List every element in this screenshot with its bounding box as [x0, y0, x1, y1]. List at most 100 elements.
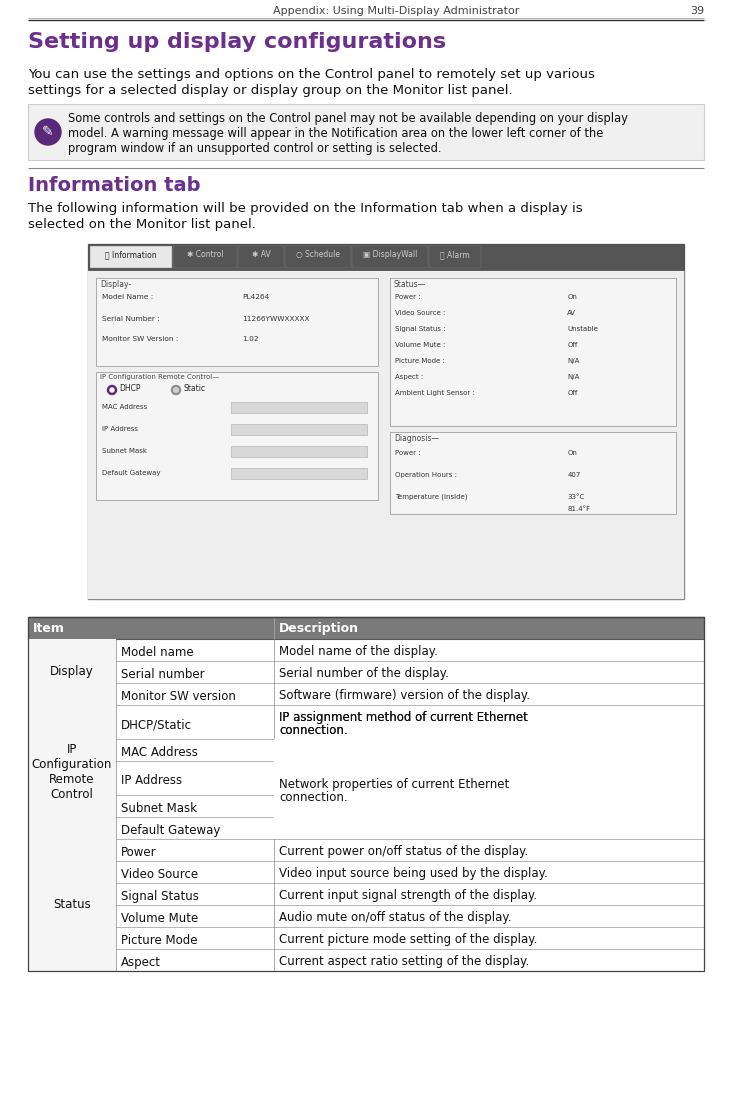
Text: Default Gateway: Default Gateway — [121, 824, 220, 837]
Text: DHCP/Static: DHCP/Static — [121, 718, 192, 731]
Text: Picture Mode: Picture Mode — [121, 934, 198, 948]
Text: 08:18:CB:CA:23:07: 08:18:CB:CA:23:07 — [234, 404, 294, 409]
Circle shape — [35, 119, 61, 144]
Text: Off: Off — [567, 342, 578, 348]
Text: Subnet Mask: Subnet Mask — [102, 448, 147, 454]
Bar — [231, 402, 367, 413]
Bar — [28, 640, 116, 704]
Text: settings for a selected display or display group on the Monitor list panel.: settings for a selected display or displ… — [28, 84, 512, 97]
Circle shape — [110, 388, 114, 392]
Text: Item: Item — [33, 622, 65, 635]
Bar — [231, 424, 367, 435]
Text: Video Source :: Video Source : — [395, 310, 445, 316]
Text: Default Gateway: Default Gateway — [102, 470, 160, 476]
Text: 255 . 255 . 255 . 0: 255 . 255 . 255 . 0 — [234, 448, 291, 452]
Text: ▣ DisplayWall: ▣ DisplayWall — [363, 250, 417, 259]
Text: Signal Status :: Signal Status : — [395, 326, 446, 332]
Bar — [429, 246, 481, 268]
Text: On: On — [567, 295, 578, 300]
Text: 1.02: 1.02 — [242, 336, 259, 342]
Bar — [28, 617, 704, 971]
Text: Serial number of the display.: Serial number of the display. — [279, 666, 449, 680]
Text: Temperature (inside): Temperature (inside) — [395, 494, 468, 501]
Bar — [28, 883, 704, 905]
Bar — [28, 861, 704, 883]
Text: IP Address: IP Address — [102, 426, 138, 432]
Bar — [173, 246, 237, 268]
Text: Static: Static — [183, 384, 205, 393]
Text: Power :: Power : — [395, 295, 421, 300]
Text: Video input source being used by the display.: Video input source being used by the dis… — [279, 867, 548, 879]
Text: model. A warning message will appear in the Notification area on the lower left : model. A warning message will appear in … — [68, 127, 603, 140]
Text: Appendix: Using Multi-Display Administrator: Appendix: Using Multi-Display Administra… — [273, 6, 519, 16]
Text: N/A: N/A — [567, 374, 580, 380]
Text: 10 . 82 . 27 . 115: 10 . 82 . 27 . 115 — [234, 426, 288, 431]
Text: Off: Off — [567, 390, 578, 396]
Text: Picture Mode :: Picture Mode : — [395, 358, 445, 364]
Bar — [28, 905, 704, 927]
Text: 81.4°F: 81.4°F — [567, 506, 591, 512]
Text: Signal Status: Signal Status — [121, 890, 199, 903]
Text: program window if an unsupported control or setting is selected.: program window if an unsupported control… — [68, 142, 441, 155]
Bar — [28, 661, 704, 683]
Text: DHCP: DHCP — [119, 384, 141, 393]
Bar — [28, 704, 116, 839]
Text: connection.: connection. — [279, 724, 348, 737]
Text: Setting up display configurations: Setting up display configurations — [28, 32, 446, 52]
Bar — [238, 246, 284, 268]
Text: Model name of the display.: Model name of the display. — [279, 644, 438, 657]
Bar — [28, 795, 704, 816]
Bar — [28, 927, 704, 949]
Text: Audio mute on/off status of the display.: Audio mute on/off status of the display. — [279, 911, 512, 924]
Bar — [285, 246, 351, 268]
Text: connection.: connection. — [279, 724, 348, 737]
Text: The following information will be provided on the Information tab when a display: The following information will be provid… — [28, 202, 583, 215]
Text: Description: Description — [279, 622, 359, 635]
Text: ○ Schedule: ○ Schedule — [296, 250, 340, 259]
Circle shape — [108, 385, 116, 394]
Text: Serial Number :: Serial Number : — [102, 316, 160, 323]
Text: Display-: Display- — [100, 280, 131, 289]
Text: Current picture mode setting of the display.: Current picture mode setting of the disp… — [279, 933, 537, 945]
Text: Status: Status — [53, 898, 91, 912]
Bar — [88, 244, 684, 599]
Bar — [28, 704, 704, 739]
Text: MAC Address: MAC Address — [121, 746, 198, 759]
Text: ⓘ Information: ⓘ Information — [105, 250, 157, 259]
Bar — [28, 760, 704, 795]
Text: Display: Display — [50, 665, 94, 679]
Text: Serial number: Serial number — [121, 668, 205, 681]
Bar — [88, 244, 684, 270]
Text: Volume Mute :: Volume Mute : — [395, 342, 445, 348]
Bar — [28, 739, 704, 760]
Text: IP assignment method of current Ethernet: IP assignment method of current Ethernet — [279, 711, 528, 724]
Text: 10 . 82 . 27 . 254: 10 . 82 . 27 . 254 — [234, 470, 288, 475]
Text: ✱ AV: ✱ AV — [252, 250, 270, 259]
Text: Subnet Mask: Subnet Mask — [121, 802, 197, 815]
Text: IP assignment method of current Ethernet: IP assignment method of current Ethernet — [279, 711, 528, 724]
Text: You can use the settings and options on the Control panel to remotely set up var: You can use the settings and options on … — [28, 68, 595, 81]
Text: On: On — [567, 450, 578, 456]
Text: 407: 407 — [567, 472, 580, 478]
Text: IP
Configuration
Remote
Control: IP Configuration Remote Control — [31, 743, 112, 801]
Text: IP Configuration Remote Control—: IP Configuration Remote Control— — [100, 374, 220, 380]
Bar — [390, 278, 676, 426]
Text: Video Source: Video Source — [121, 868, 198, 881]
Text: ✎: ✎ — [42, 125, 54, 139]
Text: 🔒 Alarm: 🔒 Alarm — [440, 250, 470, 259]
Text: Monitor SW version: Monitor SW version — [121, 690, 236, 703]
Text: Volume Mute: Volume Mute — [121, 912, 198, 925]
Bar — [96, 372, 378, 500]
Text: Ambient Light Sensor :: Ambient Light Sensor : — [395, 390, 475, 396]
Text: AV: AV — [567, 310, 576, 316]
Text: Monitor SW Version :: Monitor SW Version : — [102, 336, 179, 342]
Text: ✱ Control: ✱ Control — [187, 250, 223, 259]
Text: 11266YWWXXXXX: 11266YWWXXXXX — [242, 316, 310, 323]
Bar — [352, 246, 428, 268]
Bar — [28, 617, 704, 640]
Bar — [96, 278, 378, 366]
Text: Model name: Model name — [121, 646, 194, 659]
Text: Current power on/off status of the display.: Current power on/off status of the displ… — [279, 844, 529, 858]
Bar — [28, 839, 704, 861]
Text: 39: 39 — [690, 6, 704, 16]
